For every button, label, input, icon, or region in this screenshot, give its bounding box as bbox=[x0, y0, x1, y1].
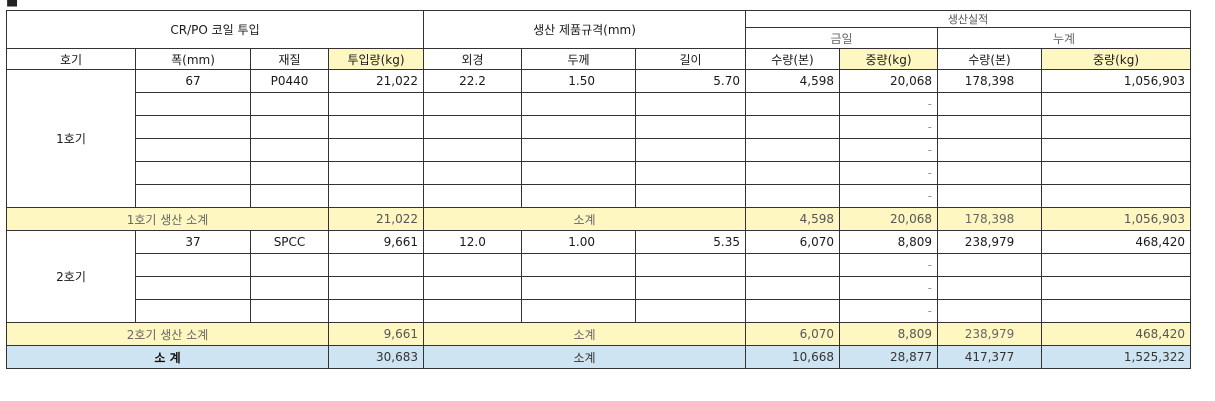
total-cum-count: 417,377 bbox=[937, 345, 1042, 369]
cell-today-weight: 8,809 bbox=[839, 230, 938, 254]
cell-length: 5.70 bbox=[635, 69, 746, 93]
cell-today-weight: 20,068 bbox=[839, 69, 938, 93]
cell-cum-weight: 1,056,903 bbox=[1041, 69, 1191, 93]
col-input-qty: 투입량(kg) bbox=[328, 48, 424, 70]
col-width: 폭(mm) bbox=[135, 48, 251, 70]
col-cum-weight: 중량(kg) bbox=[1041, 48, 1191, 70]
col-today-weight: 중량(kg) bbox=[839, 48, 938, 70]
total-spec: 소계 bbox=[423, 345, 746, 369]
table-row: - bbox=[7, 161, 1191, 185]
total-row: 소 계 30,683 소계 10,668 28,877 417,377 1,52… bbox=[6, 345, 1191, 369]
subtotal-cum-count: 238,979 bbox=[937, 322, 1042, 346]
cell-width: 37 bbox=[135, 230, 251, 254]
subtotal-label: 2호기 생산 소계 bbox=[6, 322, 329, 346]
subtotal-cum-count: 178,398 bbox=[937, 207, 1042, 231]
cell-material: P0440 bbox=[250, 69, 329, 93]
table-row: - bbox=[7, 92, 1191, 116]
cell-od: 12.0 bbox=[423, 230, 522, 254]
dash-cell: - bbox=[839, 92, 938, 116]
unit-label: 1호기 bbox=[6, 69, 136, 208]
cell-today-count: 4,598 bbox=[745, 69, 840, 93]
subgroup-cumulative: 누계 bbox=[937, 27, 1191, 49]
table-row: 2호기 37 SPCC 9,661 12.0 1.00 5.35 6,070 8… bbox=[6, 230, 1191, 323]
total-today-count: 10,668 bbox=[745, 345, 840, 369]
table-row: - bbox=[7, 299, 1191, 323]
total-today-weight: 28,877 bbox=[839, 345, 938, 369]
table-row: - bbox=[7, 115, 1191, 139]
cut-off-heading: ■ bbox=[6, 0, 19, 9]
cell-od: 22.2 bbox=[423, 69, 522, 93]
total-label: 소 계 bbox=[6, 345, 329, 369]
subtotal-spec: 소계 bbox=[423, 322, 746, 346]
col-length: 길이 bbox=[635, 48, 746, 70]
subtotal-input: 21,022 bbox=[328, 207, 424, 231]
dash-cell: - bbox=[839, 138, 938, 162]
dash-cell: - bbox=[839, 299, 938, 323]
cell-today-count: 6,070 bbox=[745, 230, 840, 254]
total-input: 30,683 bbox=[328, 345, 424, 369]
total-cum-weight: 1,525,322 bbox=[1041, 345, 1191, 369]
cell-cum-count: 178,398 bbox=[937, 69, 1042, 93]
table-row: - bbox=[7, 276, 1191, 300]
subtotal-today-weight: 8,809 bbox=[839, 322, 938, 346]
col-today-count: 수량(본) bbox=[745, 48, 840, 70]
subtotal-label: 1호기 생산 소계 bbox=[6, 207, 329, 231]
table-row: - bbox=[7, 253, 1191, 277]
header-row-1: CR/PO 코일 투입 생산 제품규격(mm) 생산실적 bbox=[6, 10, 1191, 49]
subtotal-spec: 소계 bbox=[423, 207, 746, 231]
table-row: - bbox=[7, 184, 1191, 208]
subtotal-today-weight: 20,068 bbox=[839, 207, 938, 231]
subtotal-row: 2호기 생산 소계 9,661 소계 6,070 8,809 238,979 4… bbox=[6, 322, 1191, 346]
subgroup-today: 금일 bbox=[745, 27, 938, 49]
subtotal-cum-weight: 1,056,903 bbox=[1041, 207, 1191, 231]
group-header-spec: 생산 제품규격(mm) bbox=[423, 10, 746, 49]
subtotal-today-count: 4,598 bbox=[745, 207, 840, 231]
cell-length: 5.35 bbox=[635, 230, 746, 254]
table-row: - bbox=[7, 138, 1191, 162]
subtotal-today-count: 6,070 bbox=[745, 322, 840, 346]
table-row: 1호기 67 P0440 21,022 22.2 1.50 5.70 4,598… bbox=[6, 69, 1191, 208]
subtotal-input: 9,661 bbox=[328, 322, 424, 346]
col-thickness: 두께 bbox=[521, 48, 636, 70]
group-header-result: 생산실적 bbox=[745, 10, 1191, 28]
cell-cum-weight: 468,420 bbox=[1041, 230, 1191, 254]
cell-material: SPCC bbox=[250, 230, 329, 254]
cell-thickness: 1.50 bbox=[521, 69, 636, 93]
dash-cell: - bbox=[839, 161, 938, 185]
production-table: CR/PO 코일 투입 생산 제품규격(mm) 생산실적 금일 누계 호기 폭(… bbox=[6, 10, 1191, 369]
cell-input: 9,661 bbox=[328, 230, 424, 254]
dash-cell: - bbox=[839, 253, 938, 277]
cell-input: 21,022 bbox=[328, 69, 424, 93]
subtotal-row: 1호기 생산 소계 21,022 소계 4,598 20,068 178,398… bbox=[6, 207, 1191, 231]
col-unit: 호기 bbox=[6, 48, 136, 70]
col-cum-count: 수량(본) bbox=[937, 48, 1042, 70]
group-header-input: CR/PO 코일 투입 bbox=[6, 10, 424, 49]
cell-thickness: 1.00 bbox=[521, 230, 636, 254]
unit-label: 2호기 bbox=[6, 230, 136, 323]
subtotal-cum-weight: 468,420 bbox=[1041, 322, 1191, 346]
col-od: 외경 bbox=[423, 48, 522, 70]
cell-width: 67 bbox=[135, 69, 251, 93]
col-material: 재질 bbox=[250, 48, 329, 70]
header-row-3: 호기 폭(mm) 재질 투입량(kg) 외경 두께 길이 수량(본) 중량(kg… bbox=[6, 48, 1191, 70]
cell-cum-count: 238,979 bbox=[937, 230, 1042, 254]
dash-cell: - bbox=[839, 276, 938, 300]
dash-cell: - bbox=[839, 115, 938, 139]
dash-cell: - bbox=[839, 184, 938, 208]
